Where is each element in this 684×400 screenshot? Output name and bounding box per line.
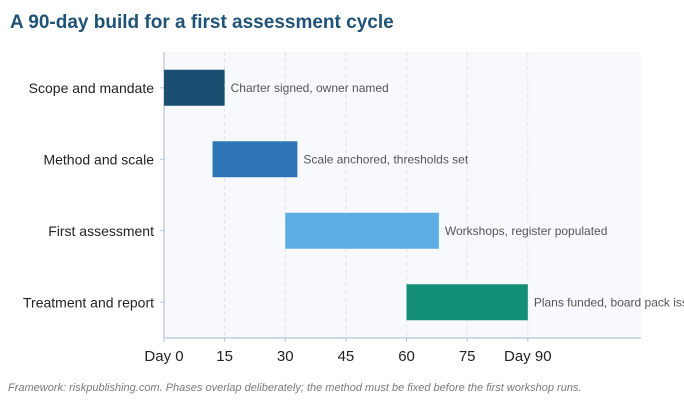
x-tick-label: 15 [216,348,233,365]
plot-area [164,52,641,338]
bar-annotation: Plans funded, board pack issued [534,295,684,309]
x-tick-label: 30 [277,348,294,365]
category-label: Scope and mandate [29,80,155,96]
category-label: Treatment and report [23,294,154,310]
bar-annotation: Workshops, register populated [445,224,608,238]
x-tick-label: 60 [398,348,415,365]
bar-annotation: Charter signed, owner named [231,81,389,95]
footnote: Framework: riskpublishing.com. Phases ov… [8,382,582,394]
x-tick-label: Day 0 [144,348,183,365]
x-tick-label: Day 90 [504,348,552,365]
category-label: First assessment [48,223,154,239]
gantt-bar [285,212,439,249]
bar-annotation: Scale anchored, thresholds set [303,152,468,166]
category-label: Method and scale [43,151,154,167]
chart-title: A 90-day build for a first assessment cy… [10,12,394,33]
x-tick-label: 45 [338,348,355,365]
gantt-bar [212,141,298,178]
gantt-bar [164,69,225,106]
x-tick-label: 75 [459,348,476,365]
gantt-bar [406,284,528,321]
